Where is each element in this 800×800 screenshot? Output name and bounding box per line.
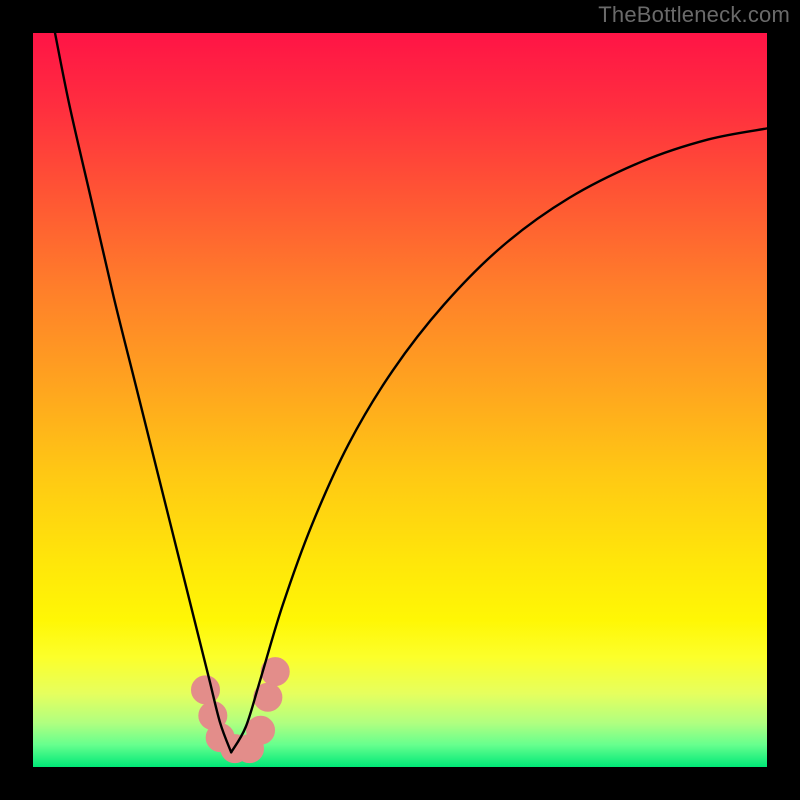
optimal-marker [247, 716, 275, 744]
gradient-background [33, 33, 767, 767]
bottleneck-curve-chart [33, 33, 767, 767]
chart-stage: TheBottleneck.com [0, 0, 800, 800]
watermark-text: TheBottleneck.com [598, 2, 790, 28]
